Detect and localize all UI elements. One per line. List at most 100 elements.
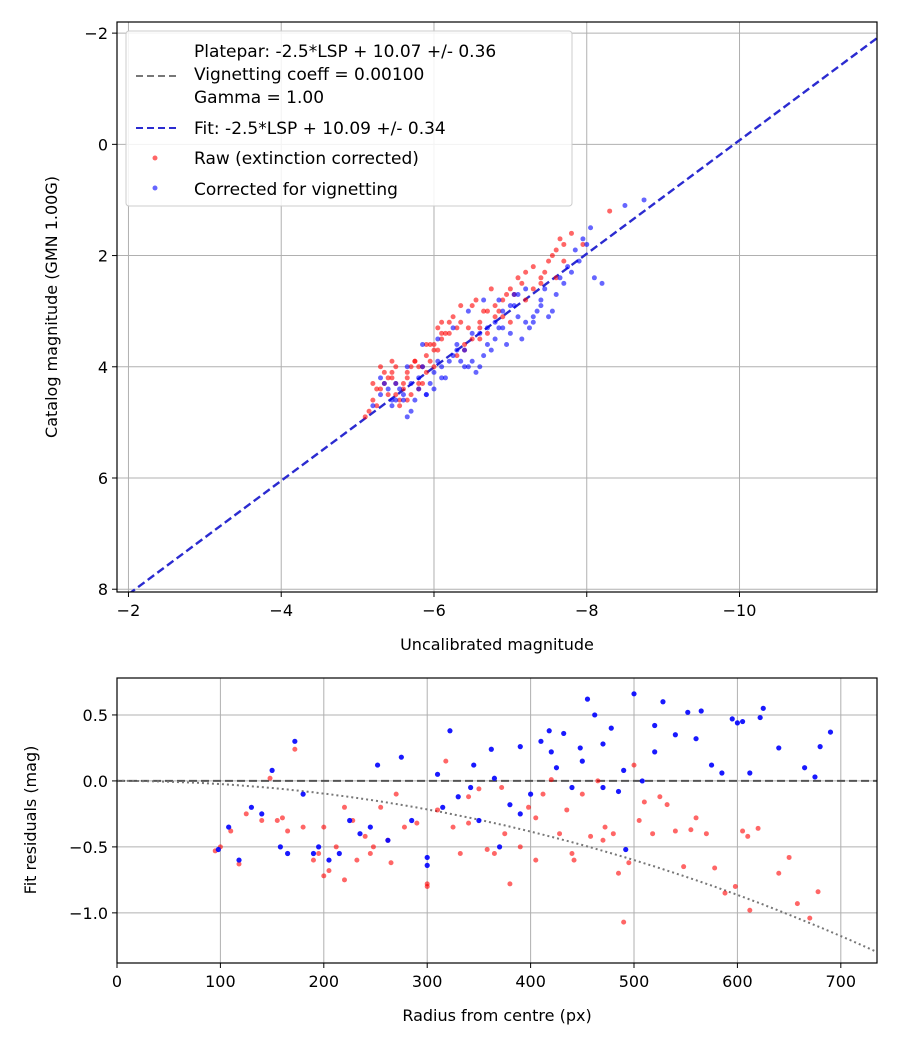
corrected-residual-point [802, 765, 808, 771]
raw-point [488, 286, 494, 292]
corrected-residual-point [685, 709, 691, 715]
corrected-residual-point [639, 778, 645, 784]
raw-point [561, 241, 567, 247]
corrected-residual-point [577, 745, 583, 751]
top-y-ticks: −2 0 2 4 6 8 [84, 24, 117, 599]
raw-residual-point [740, 828, 746, 834]
top-x-tick-label: −6 [422, 601, 446, 620]
raw-point [580, 241, 586, 247]
bottom-reference-lines [117, 779, 877, 953]
raw-point [469, 303, 475, 309]
top-plot-frame [116, 21, 878, 593]
raw-point [507, 286, 513, 292]
raw-point [393, 364, 399, 370]
raw-point [507, 319, 513, 325]
raw-point [454, 353, 460, 359]
top-y-tick-label: −2 [84, 24, 108, 43]
legend-corrected: Corrected for vignetting [194, 180, 398, 200]
raw-residual-point [722, 890, 728, 896]
raw-residual-point [316, 850, 322, 856]
bottom-y-tick-label: 0.0 [83, 772, 108, 791]
corrected-residual-point [488, 746, 494, 752]
raw-residual-point [557, 831, 563, 837]
legend-raw: Raw (extinction corrected) [194, 149, 419, 169]
raw-residual-point [732, 883, 738, 889]
corrected-residual-point [747, 770, 753, 776]
bottom-corrected-points [215, 691, 834, 868]
raw-point [404, 375, 410, 381]
raw-residual-point [388, 860, 394, 866]
corrected-point [431, 369, 437, 375]
corrected-residual-point [660, 699, 666, 705]
raw-point [423, 342, 429, 348]
raw-point [530, 264, 536, 270]
corrected-point [454, 342, 460, 348]
raw-point [381, 369, 387, 375]
bottom-x-tick-label: 100 [205, 972, 236, 991]
bottom-y-tick-label: 0.5 [83, 706, 108, 725]
raw-residual-point [794, 901, 800, 907]
raw-residual-point [341, 804, 347, 810]
raw-point [538, 280, 544, 286]
corrected-residual-point [600, 741, 606, 747]
raw-residual-point [602, 824, 608, 830]
corrected-residual-point [440, 804, 446, 810]
raw-residual-point [499, 785, 505, 791]
corrected-residual-point [592, 712, 598, 718]
corrected-residual-point [374, 762, 381, 768]
raw-residual-point [815, 889, 821, 895]
raw-point [435, 325, 441, 331]
corrected-residual-point [631, 691, 637, 697]
raw-residual-point [776, 870, 782, 876]
raw-point [385, 375, 391, 381]
raw-point [374, 386, 380, 392]
corrected-point [465, 364, 471, 370]
corrected-residual-point [226, 824, 232, 830]
raw-residual-point [621, 919, 627, 925]
corrected-residual-point [507, 802, 513, 808]
raw-point [477, 325, 483, 331]
corrected-residual-point [236, 857, 242, 863]
corrected-point [549, 308, 555, 314]
corrected-point [523, 319, 529, 325]
corrected-point [511, 291, 517, 297]
corrected-point [546, 314, 552, 320]
raw-residual-point [672, 828, 678, 834]
raw-residual-point [703, 831, 709, 837]
corrected-residual-point [476, 817, 482, 824]
corrected-point [378, 375, 384, 381]
raw-point [523, 297, 529, 303]
raw-residual-point [650, 831, 656, 837]
raw-residual-point [243, 811, 249, 817]
raw-residual-point [274, 818, 280, 823]
corrected-point [481, 353, 487, 359]
raw-residual-point [786, 854, 792, 860]
raw-point [454, 325, 460, 331]
top-corrected-points [370, 197, 647, 420]
bottom-x-tick-label: 500 [619, 972, 650, 991]
corrected-point [507, 303, 513, 309]
legend-vignetting: Vignetting coeff = 0.00100 [194, 65, 424, 85]
raw-point [400, 380, 406, 386]
corrected-point [561, 280, 567, 286]
raw-point [465, 325, 471, 331]
corrected-point [599, 280, 605, 286]
corrected-residual-point [579, 758, 585, 764]
corrected-point [519, 336, 525, 342]
raw-residual-point [285, 828, 291, 834]
raw-residual-point [569, 850, 575, 856]
corrected-point [462, 364, 468, 370]
raw-residual-point [367, 850, 373, 856]
raw-residual-point [362, 833, 368, 839]
raw-residual-point [564, 807, 570, 813]
corrected-point [431, 386, 437, 392]
legend-corrected-marker [152, 185, 158, 191]
top-x-ticks: −2 −4 −6 −8 −10 [117, 592, 756, 620]
raw-point [400, 386, 406, 392]
bottom-y-tick-label: −1.0 [69, 904, 108, 923]
corrected-point [420, 364, 426, 370]
raw-point [446, 330, 452, 336]
corrected-residual-point [455, 794, 461, 800]
raw-residual-point [279, 815, 285, 821]
corrected-residual-point [434, 771, 441, 777]
